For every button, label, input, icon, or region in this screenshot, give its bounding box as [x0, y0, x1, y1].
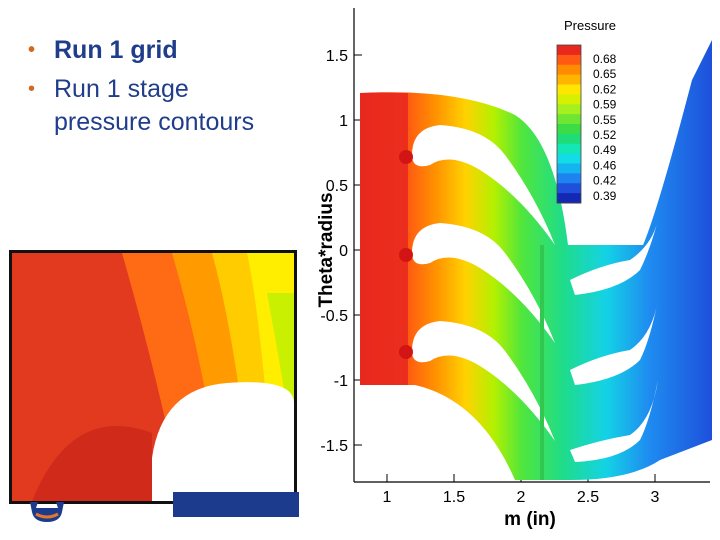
- bullet-list: • Run 1 grid • Run 1 stage pressure cont…: [22, 34, 312, 139]
- legend-swatch: [557, 183, 581, 194]
- y-tick-label: 0.5: [326, 178, 348, 195]
- legend-swatch: [557, 64, 581, 76]
- logo-icon: [30, 502, 64, 522]
- legend-level-label: 0.65: [593, 67, 617, 81]
- legend-swatch: [557, 74, 581, 85]
- y-tick-label: -0.5: [320, 308, 348, 325]
- legend-swatch: [557, 94, 581, 105]
- y-tick-label: 0: [339, 243, 348, 260]
- legend-swatch: [557, 193, 581, 204]
- bullet-dot: •: [28, 39, 36, 61]
- legend-level-label: 0.42: [593, 174, 617, 188]
- legend-swatch: [557, 124, 581, 135]
- x-axis-label: m (in): [504, 509, 556, 530]
- legend-swatch: [557, 173, 581, 184]
- x-tick-label: 2: [517, 489, 526, 506]
- legend-swatch: [557, 143, 581, 155]
- legend-swatch: [557, 104, 581, 115]
- legend-level-label: 0.39: [593, 189, 617, 203]
- legend-level-label: 0.55: [593, 113, 617, 127]
- legend-colorbar: [556, 44, 582, 204]
- bullet-run1-grid: • Run 1 grid: [22, 34, 312, 67]
- legend-level-label: 0.46: [593, 158, 617, 172]
- legend-swatch: [557, 163, 581, 174]
- legend-swatch: [557, 133, 581, 145]
- bullet-run1-pressure: • Run 1 stage pressure contours: [22, 73, 312, 139]
- bullet-text-line2: pressure contours: [54, 108, 255, 136]
- legend-level-label: 0.62: [593, 82, 617, 96]
- leading-edge-closeup: [9, 250, 297, 504]
- footer-bar: [173, 492, 299, 517]
- y-axis-label: Theta*radius: [316, 192, 337, 307]
- x-tick-label: 2.5: [577, 489, 599, 506]
- y-tick-label: 1: [339, 113, 348, 130]
- bullet-dot: •: [28, 78, 36, 100]
- x-tick-label: 1.5: [443, 489, 465, 506]
- y-tick-label: 1.5: [326, 48, 348, 65]
- legend-swatch: [557, 153, 581, 164]
- flow-domain: [360, 40, 712, 480]
- y-tick-label: -1: [334, 373, 348, 390]
- legend-swatch: [557, 45, 581, 56]
- y-tick-label: -1.5: [320, 438, 348, 455]
- legend-level-label: 0.49: [593, 143, 617, 157]
- legend-level-label: 0.68: [593, 52, 617, 66]
- legend-swatch: [557, 54, 581, 66]
- x-ticks: 1 1.5 2 2.5 3: [383, 474, 660, 506]
- legend-labels: 0.680.650.62 0.590.550.520.490.46 0.420.39: [593, 52, 617, 203]
- legend-swatch: [557, 114, 581, 125]
- legend-swatch: [557, 84, 581, 95]
- x-tick-label: 3: [651, 489, 660, 506]
- bullet-text-line1: Run 1 stage: [54, 75, 189, 103]
- x-tick-label: 1: [383, 489, 392, 506]
- legend-level-label: 0.52: [593, 128, 617, 142]
- legend-title: Pressure: [564, 18, 616, 33]
- pressure-contour-plot: 1.5 1 0.5 0 -0.5 -1 -1.5 1 1.5 2 2.5 3 Theta*radiu…: [316, 8, 712, 530]
- bullet-text: Run 1 grid: [54, 36, 178, 64]
- closeup-contour-plot: [12, 253, 294, 501]
- legend-level-label: 0.59: [593, 98, 617, 112]
